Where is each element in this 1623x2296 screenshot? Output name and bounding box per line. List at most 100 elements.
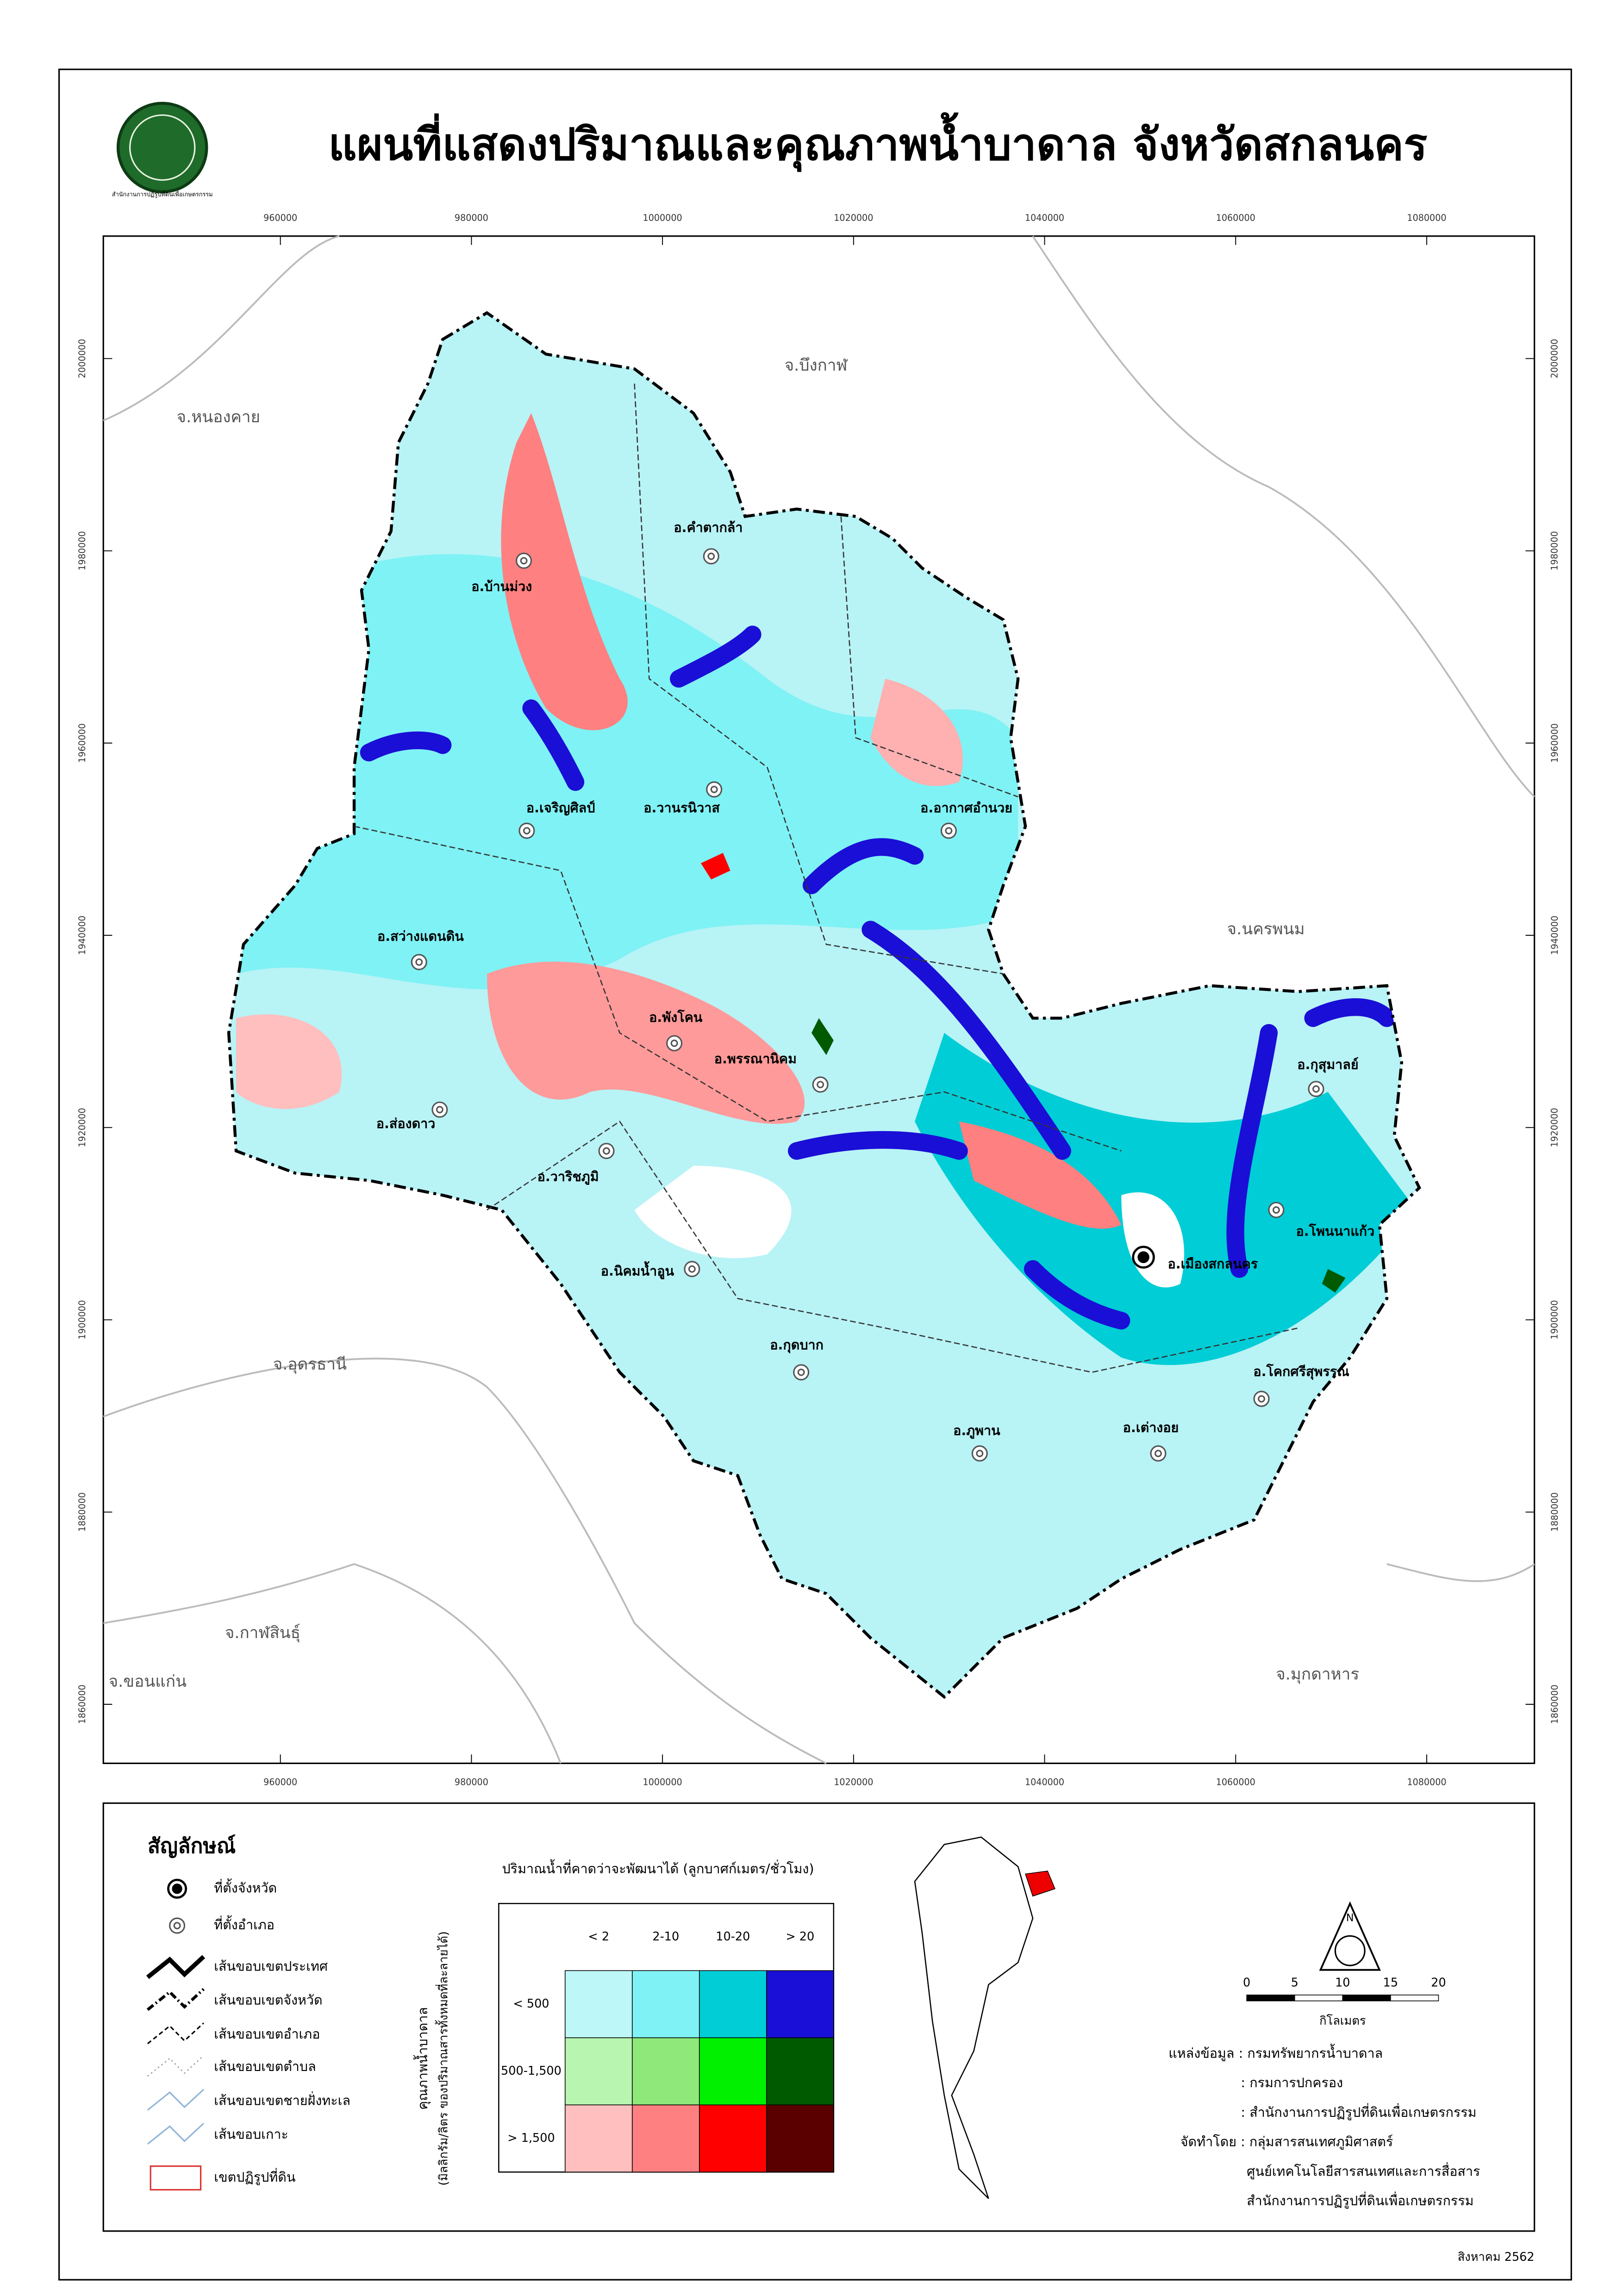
district-symbol-dot: [976, 1450, 984, 1458]
district-symbol: [940, 822, 957, 839]
legend-symbols: N: [102, 1802, 1536, 2232]
zone: [959, 1121, 1122, 1229]
scale-segment: [1342, 1995, 1391, 2002]
zone: [501, 413, 628, 731]
scale-segment: [1294, 1995, 1343, 2002]
grid-label: 1880000: [77, 1492, 87, 1532]
legend-coast: [147, 2089, 205, 2111]
zone: [788, 1131, 968, 1160]
zone: [1024, 1260, 1130, 1330]
matrix-column: > 20: [786, 1930, 814, 1944]
grid-label: 1860000: [77, 1684, 87, 1724]
legend-country: [146, 1955, 206, 1979]
grid-label: 1000000: [643, 213, 682, 223]
district-symbol: [666, 1035, 683, 1051]
grid-label: 1000000: [643, 1777, 682, 1787]
zone: [1322, 1269, 1346, 1293]
border-line: [1386, 1563, 1535, 1582]
district-label: อ.นิคมน้ำอูน: [601, 1261, 674, 1279]
inset-province: [1025, 1871, 1055, 1897]
scale-segment: [1390, 1995, 1439, 2002]
neighbor-label: จ.ขอนแก่น: [109, 1672, 187, 1691]
district-borders: [354, 383, 1298, 1373]
grid-label: 2000000: [77, 339, 87, 378]
district-symbol: [971, 1445, 988, 1462]
source-line: : สำนักงานการปฏิรูปที่ดินเพื่อเกษตรกรรม: [1241, 2103, 1476, 2121]
district-border: [634, 383, 1004, 975]
district-symbol-dot: [436, 1106, 443, 1114]
grid-label: 1940000: [77, 916, 87, 955]
district-symbol: [169, 1917, 186, 1934]
district-label: อ.บ้านม่วง: [471, 578, 532, 594]
grid-label: 2000000: [1549, 339, 1560, 378]
zone: [870, 679, 963, 786]
district-symbol-dot: [817, 1081, 824, 1089]
district-symbol: [516, 552, 532, 569]
matrix-x-title: ปริมาณน้ำที่คาดว่าจะพัฒนาได้ (ลูกบาศก์เม…: [502, 1859, 814, 1877]
neighbor-label: จ.มุกดาหาร: [1276, 1664, 1359, 1683]
district-symbol-dot: [797, 1368, 805, 1376]
legend-item: เส้นขอบเขตตำบล: [214, 2058, 316, 2074]
source-line: แหล่งข้อมูล : กรมทรัพยากรน้ำบาดาล: [1168, 2044, 1383, 2061]
district-symbol: [812, 1076, 829, 1093]
district-label: อ.ภูพาน: [953, 1422, 1000, 1439]
legend-subdistrict: [147, 2055, 204, 2077]
matrix-column: < 2: [588, 1930, 609, 1944]
grid-label: 1080000: [1407, 213, 1446, 223]
legend-district: [147, 2022, 205, 2045]
border-line: [103, 1358, 827, 1764]
district-label: อ.เต่างอย: [1123, 1420, 1179, 1435]
grid-label: 1020000: [834, 213, 873, 223]
grid-label: 1980000: [77, 531, 87, 570]
district-symbol: [703, 548, 719, 565]
grid-label: 1880000: [1549, 1492, 1560, 1532]
zone: [1226, 1024, 1278, 1278]
district-symbol: [706, 781, 723, 798]
grid-label: 980000: [455, 1777, 488, 1787]
zone: [236, 1014, 342, 1109]
zone: [1304, 998, 1396, 1027]
legend-province: [146, 1988, 205, 2011]
matrix-row: 500-1,500: [501, 2064, 562, 2078]
district-symbol: [518, 822, 535, 839]
grid-label: 1060000: [1216, 213, 1255, 223]
grid-label: 1980000: [1549, 531, 1560, 570]
neighbor-label: จ.นครพนม: [1227, 920, 1305, 938]
district-label: อ.วาริชภูมิ: [537, 1169, 599, 1185]
grid-label: 1040000: [1025, 1777, 1064, 1787]
grid-label: 1040000: [1025, 213, 1064, 223]
district-label: อ.สว่างแดนดิน: [377, 928, 464, 944]
district-symbol-dot: [1154, 1450, 1162, 1458]
legend-item: ที่ตั้งจังหวัด: [214, 1878, 277, 1896]
scale-segment: [1246, 1995, 1295, 2002]
district-border: [840, 516, 1018, 798]
logo: [116, 101, 208, 194]
grid-label: 1060000: [1216, 1777, 1255, 1787]
matrix-cell: [699, 2037, 767, 2106]
capital-label: อ.เมืองสกลนคร: [1168, 1256, 1258, 1271]
zone: [522, 699, 585, 791]
district-symbol-dot: [1272, 1206, 1280, 1214]
district-symbol: [1150, 1445, 1167, 1462]
district-border: [487, 1120, 1298, 1373]
border-line: [1032, 235, 1535, 798]
district-symbol-dot: [523, 827, 531, 835]
district-symbol-dot: [670, 1039, 678, 1047]
high-yield-zones: [360, 626, 1396, 1330]
neighbor-label: จ.อุดรธานี: [273, 1355, 347, 1374]
matrix-cell: [564, 2104, 633, 2173]
district-label: อ.คำตากล้า: [674, 519, 743, 535]
matrix-cell: [699, 2104, 767, 2173]
district-symbol-dot: [415, 958, 423, 966]
grid-label: 1080000: [1407, 1777, 1446, 1787]
scale-label: 5: [1291, 1976, 1298, 1989]
district-symbol: [1308, 1081, 1324, 1097]
district-symbol: [598, 1143, 615, 1159]
grid-label: 960000: [263, 213, 297, 223]
source-line: : กรมการปกครอง: [1241, 2075, 1343, 2090]
grid-label: 1920000: [1549, 1108, 1560, 1147]
matrix-cell: [564, 2037, 633, 2106]
source-line: ศูนย์เทคโนโลยีสารสนเทศและการสื่อสาร: [1247, 2162, 1480, 2179]
